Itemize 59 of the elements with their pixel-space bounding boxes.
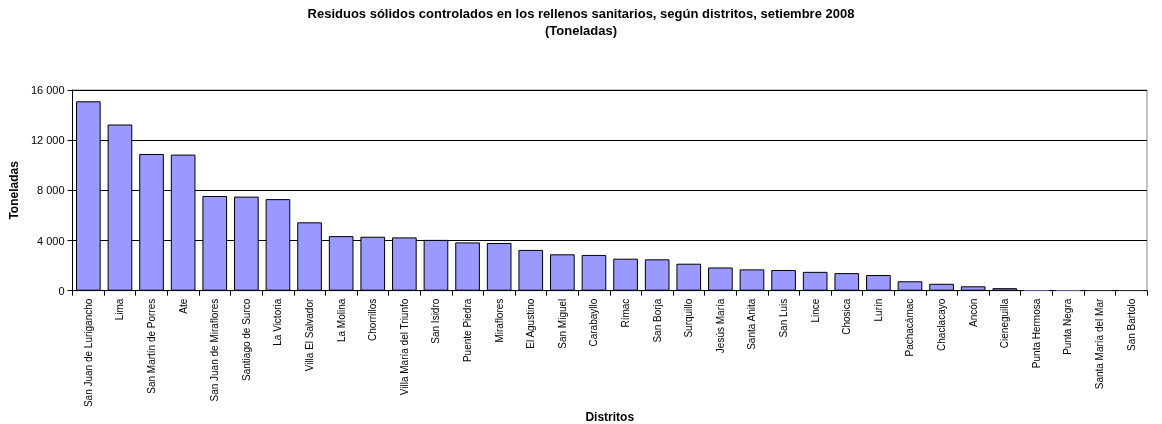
chart-title: Residuos sólidos controlados en los rellenos sanitarios, según distritos, setiembre 2008 [307, 6, 855, 21]
y-tick-label: 8 000 [37, 184, 65, 197]
x-tick-label: San Bartolo [1125, 298, 1137, 351]
x-tick-label: San Martín de Porres [146, 298, 158, 394]
y-tick-label: 4 000 [37, 234, 65, 247]
bar [960, 286, 986, 291]
x-tick-label: Santa María del Mar [1094, 298, 1106, 390]
x-tick-label: La Victoria [272, 298, 284, 346]
bar [739, 269, 765, 291]
bar [644, 259, 670, 291]
y-tick-label: 0 [58, 284, 65, 297]
bar [834, 273, 860, 291]
x-tick-label: San Borja [651, 298, 663, 343]
x-tick-label: Santiago de Surco [240, 298, 252, 381]
x-tick-label: San Luis [778, 298, 790, 338]
x-tick-label: Jesús María [714, 298, 726, 354]
x-tick-label: San Isidro [430, 298, 442, 344]
x-tick-label: La Molina [335, 298, 347, 343]
bar [929, 283, 954, 291]
x-axis-title: Distritos [585, 410, 635, 424]
x-tick-label: Ate [177, 298, 189, 314]
chart-subtitle: (Toneladas) [545, 23, 617, 38]
bar [676, 263, 702, 291]
y-tick-label: 12 000 [30, 134, 65, 147]
x-tick-label: Lima [114, 298, 126, 321]
bar [897, 281, 923, 291]
x-tick-label: Chorrillos [367, 298, 379, 341]
x-tick-label: Villa El Salvador [304, 298, 316, 372]
y-tick-label: 16 000 [30, 84, 65, 96]
bar [613, 258, 638, 291]
bar [486, 243, 512, 291]
x-tick-label: Puente Piedra [462, 298, 474, 363]
y-axis-title: Toneladas [7, 160, 21, 220]
x-tick-label: Carabayllo [588, 298, 600, 347]
x-tick-label: San Juan de Lurigancho [82, 298, 94, 408]
bar [518, 249, 544, 291]
x-tick-label: Miraflores [493, 298, 505, 343]
x-tick-label: El Agustino [525, 298, 537, 349]
x-tick-label: San Juan de Miraflores [209, 298, 221, 402]
x-tick-label: Chosica [841, 298, 853, 335]
bar [708, 267, 733, 291]
bar [550, 254, 575, 291]
x-tick-label: Surquillo [683, 298, 695, 338]
x-tick-label: Rímac [620, 298, 632, 328]
x-tick-label: Lurín [872, 298, 884, 322]
x-tick-label: Santa Anita [746, 298, 758, 350]
x-tick-label: Cieneguilla [999, 298, 1011, 349]
x-tick-label: San Miguel [556, 298, 568, 349]
x-tick-label: Punta Hermosa [1030, 298, 1042, 369]
bar [581, 254, 607, 291]
x-tick-label: Punta Negra [1062, 298, 1074, 355]
bar [802, 271, 828, 291]
bar [771, 269, 796, 291]
x-tick-label: Ancón [967, 298, 979, 328]
x-tick-label: Pachacámac [904, 298, 916, 357]
x-tick-label: Lince [809, 298, 821, 323]
bar [866, 275, 891, 291]
x-tick-label: Villa María del Triunfo [398, 298, 410, 396]
x-tick-label: Chaclacayo [936, 298, 948, 351]
